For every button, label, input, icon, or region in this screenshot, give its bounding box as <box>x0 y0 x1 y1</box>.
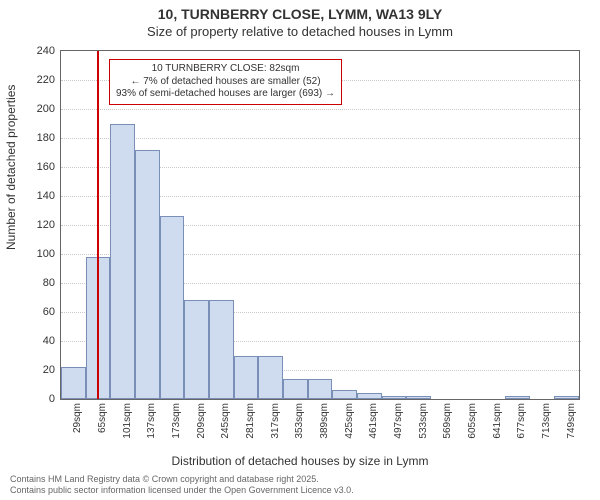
histogram-bar <box>258 356 283 400</box>
x-tick-label: 245sqm <box>220 399 231 453</box>
histogram-bar <box>135 150 160 399</box>
y-tick-label: 240 <box>21 45 55 57</box>
gridline <box>61 138 581 139</box>
y-tick-label: 140 <box>21 190 55 202</box>
x-tick-label: 353sqm <box>294 399 305 453</box>
footer-line1: Contains HM Land Registry data © Crown c… <box>10 474 319 484</box>
annotation-box: 10 TURNBERRY CLOSE: 82sqm ← 7% of detache… <box>109 59 342 105</box>
x-tick-label: 317sqm <box>270 399 281 453</box>
marker-line <box>97 51 99 399</box>
x-tick-label: 713sqm <box>541 399 552 453</box>
footer-line2: Contains public sector information licen… <box>10 485 354 495</box>
histogram-bar <box>209 300 234 399</box>
x-tick-label: 749sqm <box>566 399 577 453</box>
y-tick-label: 60 <box>21 306 55 318</box>
x-tick-label: 389sqm <box>319 399 330 453</box>
y-tick-label: 40 <box>21 335 55 347</box>
x-tick-label: 65sqm <box>97 399 108 453</box>
x-tick-label: 641sqm <box>492 399 503 453</box>
x-tick-label: 677sqm <box>516 399 527 453</box>
annot-line1: 10 TURNBERRY CLOSE: 82sqm <box>152 63 300 74</box>
y-tick-label: 160 <box>21 161 55 173</box>
histogram-bar <box>234 356 259 400</box>
histogram-bar <box>61 367 86 399</box>
histogram-bar <box>160 216 185 399</box>
chart-title: 10, TURNBERRY CLOSE, LYMM, WA13 9LY <box>0 6 600 22</box>
chart-subtitle: Size of property relative to detached ho… <box>0 24 600 39</box>
x-tick-label: 605sqm <box>467 399 478 453</box>
histogram-bar <box>332 390 357 399</box>
x-tick-label: 425sqm <box>344 399 355 453</box>
x-tick-label: 209sqm <box>196 399 207 453</box>
y-tick-label: 180 <box>21 132 55 144</box>
annot-line2: ← 7% of detached houses are smaller (52) <box>130 76 320 87</box>
x-tick-label: 569sqm <box>442 399 453 453</box>
y-tick-label: 100 <box>21 248 55 260</box>
histogram-bar <box>110 124 135 400</box>
x-tick-label: 101sqm <box>122 399 133 453</box>
x-tick-label: 281sqm <box>245 399 256 453</box>
x-axis-label: Distribution of detached houses by size … <box>0 454 600 468</box>
y-axis-label: Number of detached properties <box>4 85 18 250</box>
y-tick-label: 220 <box>21 74 55 86</box>
x-tick-label: 137sqm <box>146 399 157 453</box>
x-tick-label: 533sqm <box>418 399 429 453</box>
chart-container: 10, TURNBERRY CLOSE, LYMM, WA13 9LY Size… <box>0 0 600 500</box>
plot-area: 02040608010012014016018020022024029sqm65… <box>60 50 580 400</box>
y-tick-label: 200 <box>21 103 55 115</box>
gridline <box>61 109 581 110</box>
x-tick-label: 173sqm <box>171 399 182 453</box>
x-tick-label: 29sqm <box>72 399 83 453</box>
y-tick-label: 80 <box>21 277 55 289</box>
y-tick-label: 120 <box>21 219 55 231</box>
x-tick-label: 497sqm <box>393 399 404 453</box>
y-tick-label: 0 <box>21 393 55 405</box>
x-tick-label: 461sqm <box>368 399 379 453</box>
annot-line3: 93% of semi-detached houses are larger (… <box>116 88 335 99</box>
histogram-bar <box>283 379 308 399</box>
y-tick-label: 20 <box>21 364 55 376</box>
histogram-bar <box>308 379 333 399</box>
footer-attribution: Contains HM Land Registry data © Crown c… <box>10 474 590 496</box>
histogram-bar <box>184 300 209 399</box>
